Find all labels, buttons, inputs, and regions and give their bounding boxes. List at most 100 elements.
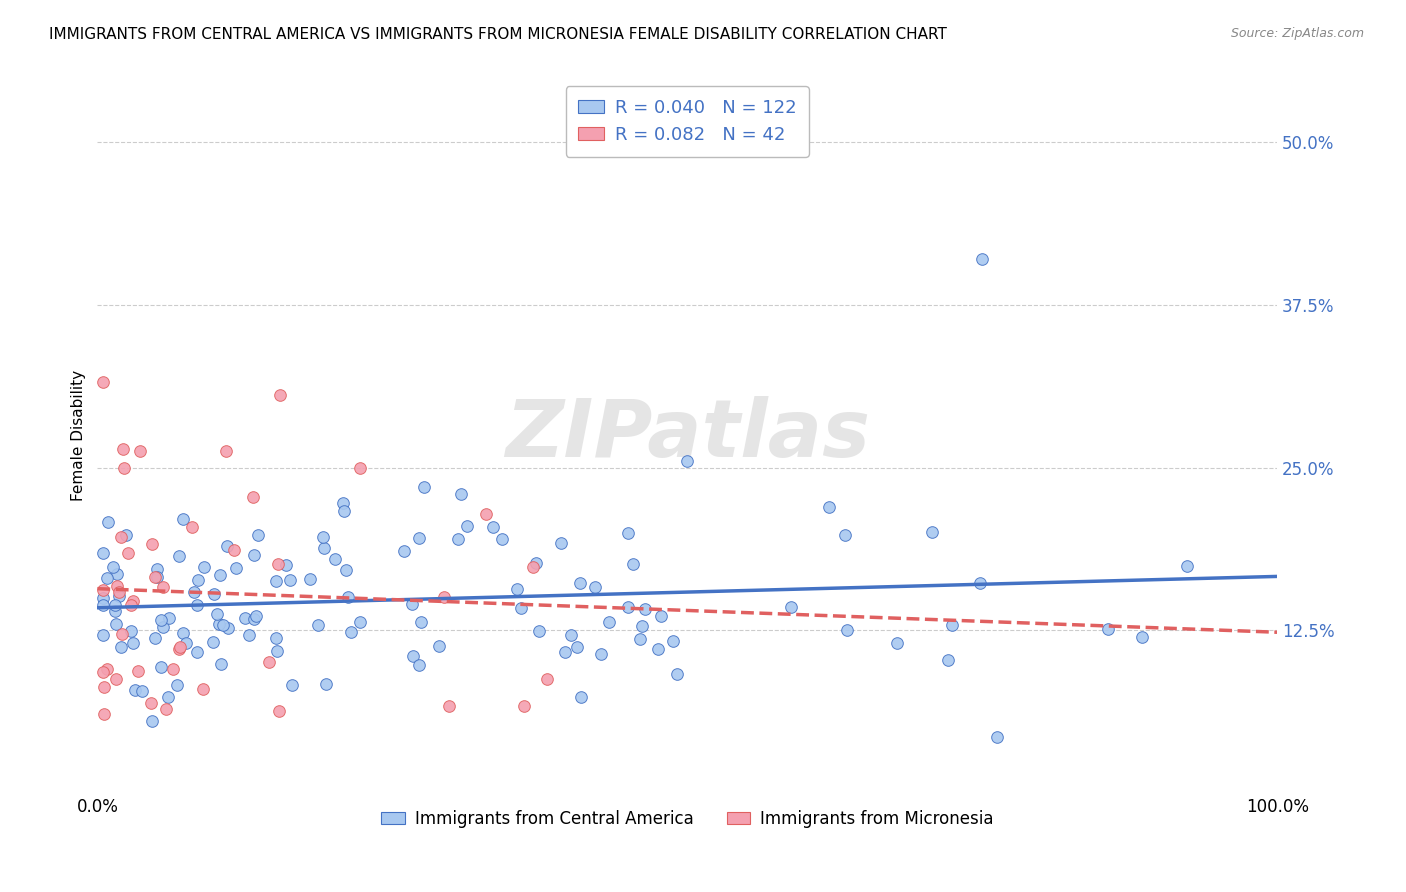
Point — [429, 639, 451, 653]
Point — [631, 618, 654, 632]
Point — [141, 696, 163, 710]
Point — [157, 611, 180, 625]
Point — [202, 587, 225, 601]
Point — [411, 615, 433, 629]
Point — [394, 544, 416, 558]
Point — [1130, 631, 1153, 645]
Point — [191, 682, 214, 697]
Point — [307, 617, 329, 632]
Point — [181, 519, 204, 533]
Point — [155, 702, 177, 716]
Point — [1097, 622, 1119, 636]
Point — [212, 618, 235, 632]
Point — [437, 698, 460, 713]
Point — [105, 672, 128, 686]
Point — [628, 632, 651, 646]
Point — [617, 525, 640, 540]
Point — [323, 552, 346, 566]
Point — [335, 563, 357, 577]
Point — [120, 599, 142, 613]
Point — [110, 530, 132, 544]
Point — [336, 590, 359, 604]
Point — [264, 632, 287, 646]
Point — [333, 504, 356, 518]
Point — [172, 626, 194, 640]
Point — [205, 607, 228, 621]
Point — [187, 573, 209, 587]
Point — [96, 571, 118, 585]
Point — [141, 537, 163, 551]
Point — [402, 648, 425, 663]
Point — [311, 530, 333, 544]
Point — [598, 615, 620, 629]
Point — [152, 580, 174, 594]
Point — [209, 567, 232, 582]
Point — [921, 524, 943, 539]
Point — [243, 548, 266, 562]
Point — [986, 730, 1008, 744]
Point — [93, 680, 115, 694]
Point — [238, 628, 260, 642]
Point — [117, 546, 139, 560]
Point — [522, 559, 544, 574]
Point — [475, 508, 498, 522]
Point — [91, 546, 114, 560]
Point — [145, 631, 167, 645]
Point — [193, 560, 215, 574]
Point — [267, 704, 290, 718]
Y-axis label: Female Disability: Female Disability — [72, 369, 86, 500]
Point — [156, 690, 179, 705]
Point — [146, 562, 169, 576]
Point — [591, 648, 613, 662]
Point — [332, 496, 354, 510]
Point — [267, 557, 290, 571]
Point — [280, 678, 302, 692]
Point — [172, 511, 194, 525]
Point — [569, 690, 592, 705]
Point — [222, 542, 245, 557]
Point — [886, 635, 908, 649]
Point — [91, 665, 114, 679]
Point — [315, 677, 337, 691]
Point — [183, 585, 205, 599]
Point — [105, 566, 128, 581]
Point — [122, 636, 145, 650]
Point — [146, 570, 169, 584]
Point — [621, 557, 644, 571]
Point — [243, 612, 266, 626]
Point — [152, 620, 174, 634]
Point — [129, 444, 152, 458]
Point — [127, 664, 149, 678]
Point — [174, 636, 197, 650]
Point — [97, 515, 120, 529]
Point — [450, 487, 472, 501]
Point — [662, 634, 685, 648]
Point — [536, 672, 558, 686]
Point — [217, 622, 239, 636]
Point — [266, 644, 288, 658]
Point — [818, 500, 841, 514]
Point — [456, 519, 478, 533]
Point — [617, 599, 640, 614]
Point — [936, 653, 959, 667]
Point — [554, 645, 576, 659]
Point — [104, 617, 127, 632]
Point — [186, 599, 208, 613]
Point — [349, 615, 371, 629]
Point — [247, 528, 270, 542]
Point — [401, 597, 423, 611]
Point — [969, 576, 991, 591]
Point — [167, 641, 190, 656]
Point — [583, 581, 606, 595]
Point — [141, 714, 163, 728]
Point — [93, 707, 115, 722]
Point — [233, 610, 256, 624]
Point — [299, 572, 322, 586]
Text: ZIPatlas: ZIPatlas — [505, 396, 870, 474]
Point — [264, 574, 287, 588]
Point — [166, 678, 188, 692]
Point — [666, 667, 689, 681]
Point — [104, 598, 127, 612]
Point — [111, 442, 134, 456]
Text: Source: ZipAtlas.com: Source: ZipAtlas.com — [1230, 27, 1364, 40]
